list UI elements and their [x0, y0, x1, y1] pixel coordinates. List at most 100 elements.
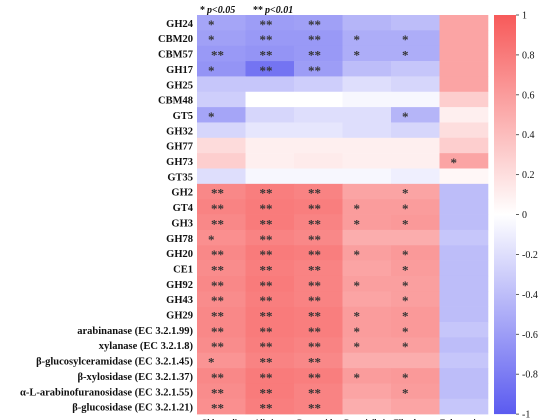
heatmap-cell [391, 322, 440, 338]
heatmap-cell [197, 275, 246, 292]
significance-mark: ** [308, 48, 321, 63]
heatmap-cell [245, 15, 295, 31]
heatmap-cell [245, 30, 295, 46]
heatmap-cell [342, 91, 392, 108]
heatmap-cell [197, 260, 246, 277]
significance-mark: ** [260, 32, 273, 47]
colorbar-gradient [494, 15, 516, 415]
heatmap-cell [245, 107, 295, 123]
heatmap-cell [342, 15, 392, 31]
heatmap-cell [294, 214, 343, 231]
heatmap-cell [245, 76, 295, 93]
heatmap-cell [294, 337, 343, 353]
significance-mark: * [208, 109, 215, 124]
heatmap-cell [439, 275, 489, 292]
significance-mark: ** [260, 339, 273, 354]
significance-mark: ** [211, 186, 224, 201]
heatmap-cell [294, 107, 343, 123]
heatmap-cells [197, 15, 489, 415]
column-label: Butyrivibrio [344, 417, 389, 420]
significance-mark: * [402, 247, 409, 262]
row-label: GH77 [166, 142, 193, 153]
heatmap-cell [391, 30, 440, 46]
heatmap-cell [439, 91, 489, 108]
significance-mark: * [208, 63, 215, 78]
significance-mark: ** [211, 262, 224, 277]
colorbar-tick-label: 0.2 [522, 170, 535, 181]
significance-mark: ** [211, 48, 224, 63]
significance-mark: ** [260, 201, 273, 216]
heatmap-cell [294, 76, 343, 93]
row-label: GT4 [173, 203, 194, 214]
heatmap-cell [245, 275, 295, 292]
significance-mark: * [402, 201, 409, 216]
significance-mark: * [451, 155, 458, 170]
heatmap-cell [294, 137, 343, 154]
heatmap-cell [439, 137, 489, 154]
row-label: GH3 [171, 218, 193, 229]
colorbar-tick-label: 0.8 [522, 50, 535, 61]
heatmap-cell [294, 15, 343, 31]
significance-mark: ** [308, 32, 321, 47]
row-label: GT35 [167, 172, 193, 183]
heatmap-cell [197, 291, 246, 307]
significance-mark: ** [308, 63, 321, 78]
significance-mark: * [354, 48, 361, 63]
colorbar-tick-label: -0.8 [522, 370, 538, 381]
row-label: xylanase (EC 3.2.1.8) [99, 341, 194, 352]
significance-mark: ** [260, 63, 273, 78]
heatmap-cell [391, 122, 440, 139]
significance-mark: ** [260, 401, 273, 416]
significance-mark: * [354, 324, 361, 339]
heatmap-cell [439, 168, 489, 185]
heatmap-cell [391, 291, 440, 307]
heatmap-cell [197, 245, 246, 261]
legend-single-star: * [200, 5, 205, 16]
significance-mark: ** [260, 324, 273, 339]
significance-mark: ** [211, 216, 224, 231]
heatmap-cell [439, 260, 489, 277]
significance-mark: * [402, 216, 409, 231]
significance-mark: ** [260, 385, 273, 400]
significance-mark: * [402, 385, 409, 400]
significance-mark: ** [211, 401, 224, 416]
significance-mark: * [354, 309, 361, 324]
heatmap-cell [391, 214, 440, 231]
heatmap-cell [439, 214, 489, 231]
heatmap-cell [439, 368, 489, 384]
row-label: GT5 [173, 111, 193, 122]
heatmap-cell [245, 214, 295, 231]
heatmap-cell [197, 168, 246, 185]
row-label: GH17 [166, 65, 193, 76]
significance-mark: ** [260, 232, 273, 247]
heatmap-cell [294, 91, 343, 108]
heatmap-cell [342, 153, 392, 169]
significance-mark: ** [211, 293, 224, 308]
row-label: GH43 [166, 295, 193, 306]
significance-mark: ** [308, 247, 321, 262]
significance-mark: * [402, 339, 409, 354]
column-label: Bacteroides [297, 417, 340, 420]
heatmap-cell [197, 337, 246, 353]
significance-mark: ** [211, 324, 224, 339]
colorbar-tick-label: -0.6 [522, 330, 538, 341]
significance-mark: * [208, 32, 215, 47]
significance-mark: * [208, 232, 215, 247]
heatmap-cell [342, 168, 392, 185]
heatmap-cell [391, 337, 440, 353]
heatmap-cell [294, 30, 343, 46]
significance-mark: ** [260, 293, 273, 308]
row-label: GH2 [171, 188, 193, 199]
heatmap-cell [342, 183, 392, 200]
heatmap-cell [197, 306, 246, 323]
heatmap-cell [391, 91, 440, 108]
heatmap-cell [245, 183, 295, 200]
significance-mark: ** [308, 385, 321, 400]
heatmap-cell [294, 61, 343, 77]
row-label: GH32 [166, 126, 193, 137]
significance-mark: ** [260, 17, 273, 32]
legend-double-star: ** [253, 5, 263, 16]
significance-mark: * [402, 309, 409, 324]
colorbar-tick-label: 0 [522, 210, 527, 221]
